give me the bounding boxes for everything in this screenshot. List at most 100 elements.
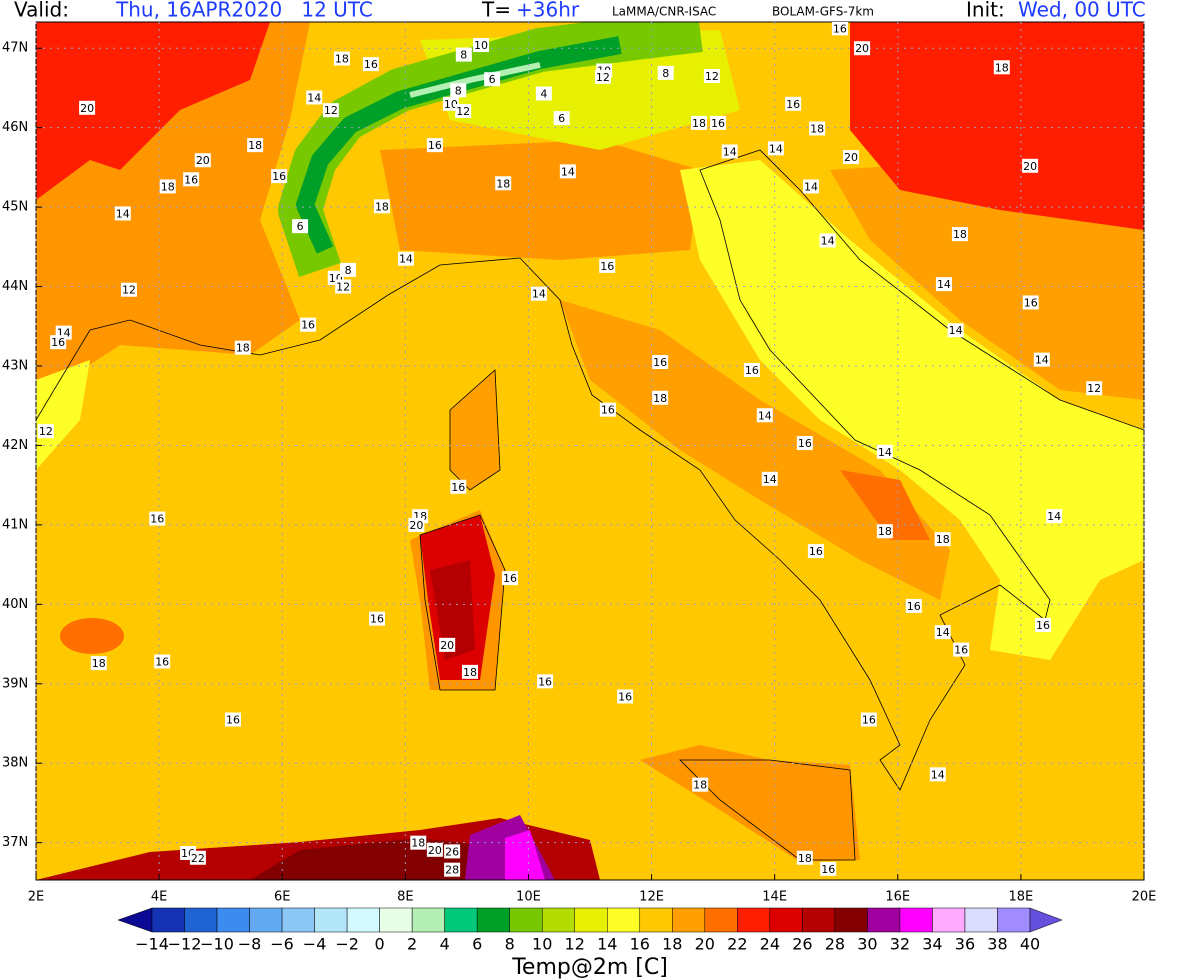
contour-label-box: [807, 544, 824, 559]
contour-label: 18: [653, 392, 667, 405]
colorbar-label: 38: [987, 935, 1007, 954]
contour-label: 16: [428, 139, 442, 152]
contour-label-box: [234, 340, 251, 355]
contour-label: 14: [723, 145, 737, 158]
contour-label: 16: [51, 336, 65, 349]
contour-label: 16: [451, 481, 465, 494]
contour-label-box: [439, 637, 456, 652]
contour-label-box: [935, 277, 952, 292]
colorbar-box: [639, 907, 673, 933]
colorbar-label: 22: [727, 935, 747, 954]
contour-label-box: [120, 282, 137, 297]
contour-label: 10: [444, 98, 458, 111]
contour-label: 14: [561, 165, 575, 178]
colorbar-label: −6: [270, 935, 294, 954]
contour-label: 14: [307, 91, 321, 104]
colorbar-label: 28: [825, 935, 845, 954]
contour-label-box: [934, 532, 951, 547]
contour-label: 14: [116, 207, 130, 220]
contour-label-box: [189, 850, 206, 865]
colorbar-box: [314, 907, 348, 933]
temperature-field: [36, 22, 1144, 880]
contour-label-box: [993, 60, 1010, 75]
contour-label-box: [1046, 509, 1063, 524]
contour-label: 12: [596, 71, 610, 84]
colorbar-box: [379, 907, 413, 933]
contour-label-box: [362, 57, 379, 72]
contour-label-box: [300, 317, 317, 332]
contour-label: 16: [1036, 619, 1050, 632]
lat-tick-label: 46N: [2, 120, 28, 135]
contour-label-box: [397, 251, 414, 266]
contour-label: 12: [336, 281, 350, 294]
colorbar-label: 6: [472, 935, 482, 954]
contour-label-box: [50, 335, 67, 350]
contour-label: 14: [937, 278, 951, 291]
contour-label-box: [876, 444, 893, 459]
contour-label-box: [743, 362, 760, 377]
contour-label-box: [1035, 617, 1052, 632]
colorbar-box: [964, 907, 998, 933]
colorbar-label: −2: [335, 935, 359, 954]
contour-label-box: [756, 408, 773, 423]
contour-label: 16: [833, 22, 847, 35]
contour-label-box: [495, 176, 512, 191]
lat-tick-label: 44N: [2, 279, 28, 294]
colorbar-box: [834, 907, 868, 933]
contour-label-box: [292, 219, 309, 234]
lon-tick-label: 20E: [1132, 890, 1157, 905]
lat-tick-label: 37N: [2, 835, 28, 850]
contour-label-box: [934, 625, 951, 640]
contour-label: 14: [399, 253, 413, 266]
contour-label: 16: [272, 170, 286, 183]
contour-label: 16: [600, 260, 614, 273]
contour-label-box: [947, 323, 964, 338]
colorbar-box: [444, 907, 478, 933]
init-label: Init:: [966, 0, 1005, 22]
contour-label: 20: [844, 151, 858, 164]
contour-label: 14: [763, 473, 777, 486]
contour-label-box: [224, 712, 241, 727]
colorbar-label: 24: [760, 935, 780, 954]
contour-label: 16: [786, 98, 800, 111]
colorbar-box: [411, 907, 445, 933]
contour-label-box: [340, 262, 357, 277]
contour-label-box: [1033, 352, 1050, 367]
lon-tick-label: 2E: [28, 890, 45, 905]
contour-label: 16: [821, 863, 835, 876]
colorbar-box: [281, 907, 315, 933]
contour-label-box: [473, 38, 490, 53]
contour-label: 18: [936, 533, 950, 546]
contour-label-box: [484, 72, 501, 87]
contour-label: 20: [196, 154, 210, 167]
contour-label: 12: [705, 70, 719, 83]
colorbar-arrow-low: [117, 907, 153, 933]
contour-label-box: [530, 286, 547, 301]
contour-label-box: [599, 402, 616, 417]
colorbar-arrow-high: [1029, 907, 1063, 933]
contour-label: 16: [809, 545, 823, 558]
contour-label-box: [721, 144, 738, 159]
lat-tick-label: 39N: [2, 676, 28, 691]
colorbar-label: 12: [565, 935, 585, 954]
lon-tick-label: 18E: [1009, 890, 1034, 905]
contour-label-box: [796, 850, 813, 865]
contour-label-box: [690, 115, 707, 130]
valid-label: Valid:: [14, 0, 69, 22]
contour-label: 16: [862, 714, 876, 727]
contour-label-box: [617, 689, 634, 704]
contour-label: 14: [758, 409, 772, 422]
contour-label: 14: [878, 446, 892, 459]
contour-label: 16: [301, 319, 315, 332]
contour-label-box: [149, 511, 166, 526]
contour-label-box: [761, 471, 778, 486]
contour-label: 14: [769, 142, 783, 155]
contour-label-box: [831, 22, 848, 36]
contour-label-box: [652, 390, 669, 405]
colorbar-label: 40: [1020, 935, 1040, 954]
lat-tick-label: 41N: [2, 517, 28, 532]
colorbar-box: [476, 907, 510, 933]
colorbar-box: [541, 907, 575, 933]
contour-label-box: [408, 517, 425, 532]
